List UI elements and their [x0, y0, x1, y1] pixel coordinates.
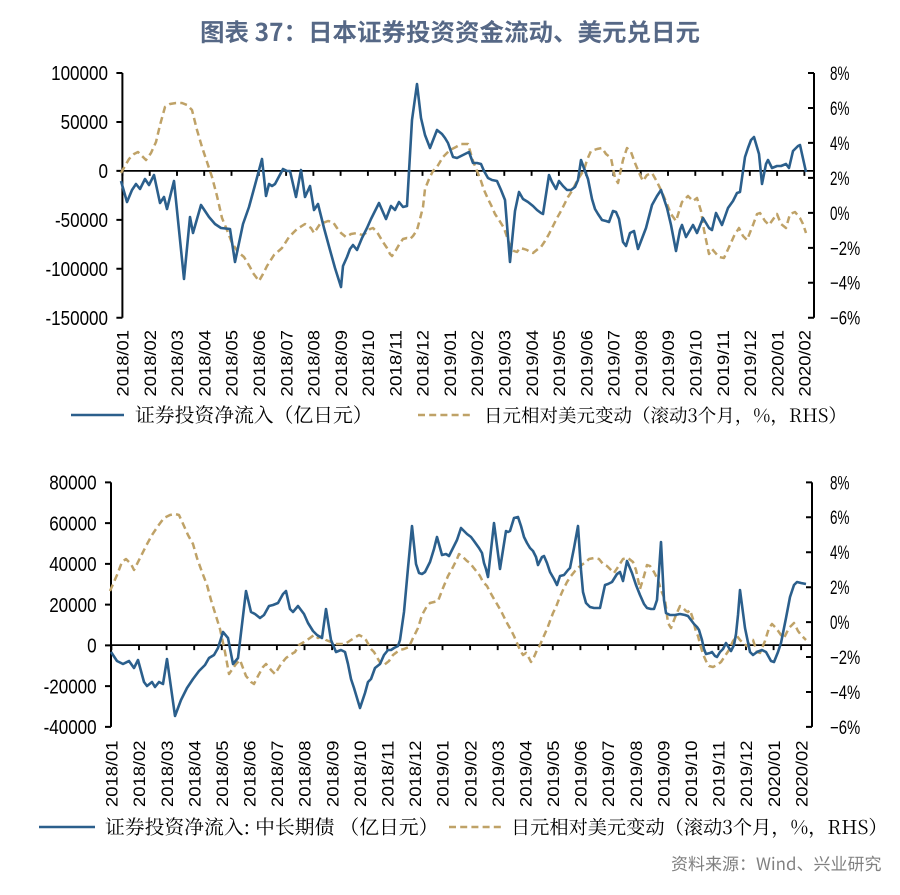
- svg-text:40000: 40000: [49, 554, 96, 576]
- svg-text:2019/05: 2019/05: [544, 741, 563, 808]
- svg-text:2019/03: 2019/03: [489, 741, 508, 808]
- svg-text:0: 0: [99, 161, 109, 183]
- svg-text:6%: 6%: [830, 99, 849, 120]
- svg-text:2018/08: 2018/08: [296, 741, 315, 808]
- svg-text:2019/08: 2019/08: [632, 330, 651, 397]
- svg-text:2019/04: 2019/04: [523, 330, 542, 397]
- svg-text:2018/12: 2018/12: [406, 741, 425, 808]
- svg-text:2018/03: 2018/03: [168, 330, 187, 397]
- svg-text:2019/05: 2019/05: [550, 330, 569, 397]
- svg-text:2020/02: 2020/02: [796, 330, 815, 397]
- svg-text:60000: 60000: [49, 513, 96, 535]
- svg-text:-20000: -20000: [44, 676, 97, 698]
- svg-text:2018/10: 2018/10: [359, 330, 378, 397]
- svg-text:0%: 0%: [830, 204, 849, 225]
- svg-text:-150000: -150000: [46, 308, 109, 330]
- svg-text:2019/04: 2019/04: [517, 741, 536, 808]
- svg-text:2018/09: 2018/09: [323, 741, 342, 808]
- svg-text:2018/07: 2018/07: [277, 330, 296, 397]
- svg-text:2018/04: 2018/04: [195, 330, 214, 397]
- svg-text:2018/04: 2018/04: [185, 741, 204, 808]
- svg-text:20000: 20000: [49, 595, 96, 617]
- svg-text:2018/01: 2018/01: [114, 330, 133, 397]
- svg-text:2018/12: 2018/12: [414, 330, 433, 397]
- svg-text:2019/08: 2019/08: [627, 741, 646, 808]
- svg-text:2018/02: 2018/02: [130, 741, 149, 808]
- svg-text:8%: 8%: [830, 64, 849, 85]
- svg-text:−2%: −2%: [830, 239, 860, 260]
- svg-text:2019/12: 2019/12: [741, 330, 760, 397]
- svg-text:2020/01: 2020/01: [768, 330, 787, 397]
- svg-text:2019/07: 2019/07: [599, 741, 618, 808]
- svg-text:2019/06: 2019/06: [572, 741, 591, 808]
- svg-text:2019/06: 2019/06: [577, 330, 596, 397]
- svg-text:−2%: −2%: [830, 648, 860, 669]
- svg-text:2018/05: 2018/05: [223, 330, 242, 397]
- svg-text:2019/11: 2019/11: [714, 330, 733, 397]
- svg-text:2019/01: 2019/01: [434, 741, 453, 808]
- svg-text:−6%: −6%: [830, 309, 860, 330]
- svg-text:−6%: −6%: [830, 718, 860, 739]
- svg-text:2018/05: 2018/05: [213, 741, 232, 808]
- svg-text:2018/06: 2018/06: [241, 741, 260, 808]
- svg-text:2019/03: 2019/03: [496, 330, 515, 397]
- svg-text:2019/02: 2019/02: [468, 330, 487, 397]
- svg-text:2018/02: 2018/02: [141, 330, 160, 397]
- svg-text:100000: 100000: [51, 63, 108, 85]
- svg-text:2019/10: 2019/10: [687, 330, 706, 397]
- svg-text:2018/11: 2018/11: [379, 741, 398, 808]
- svg-text:6%: 6%: [830, 508, 849, 529]
- svg-text:2018/08: 2018/08: [305, 330, 324, 397]
- svg-text:-100000: -100000: [46, 259, 109, 281]
- svg-text:0: 0: [87, 636, 97, 658]
- svg-text:8%: 8%: [830, 473, 849, 494]
- svg-text:2%: 2%: [830, 169, 849, 190]
- svg-text:-50000: -50000: [55, 210, 108, 232]
- svg-text:2019/11: 2019/11: [710, 741, 729, 808]
- svg-text:2019/01: 2019/01: [441, 330, 460, 397]
- svg-text:0%: 0%: [830, 613, 849, 634]
- svg-text:2018/06: 2018/06: [250, 330, 269, 397]
- svg-text:2019/02: 2019/02: [461, 741, 480, 808]
- svg-text:2020/02: 2020/02: [792, 741, 811, 808]
- svg-text:2019/09: 2019/09: [654, 741, 673, 808]
- svg-text:2018/09: 2018/09: [332, 330, 351, 397]
- svg-text:2018/10: 2018/10: [351, 741, 370, 808]
- svg-text:2020/01: 2020/01: [765, 741, 784, 808]
- svg-text:2018/01: 2018/01: [103, 741, 122, 808]
- svg-text:50000: 50000: [61, 112, 108, 134]
- svg-text:−4%: −4%: [830, 274, 860, 295]
- svg-text:2018/11: 2018/11: [386, 330, 405, 397]
- svg-text:4%: 4%: [830, 134, 849, 155]
- svg-text:2018/07: 2018/07: [268, 741, 287, 808]
- svg-text:2%: 2%: [830, 578, 849, 599]
- svg-text:-40000: -40000: [44, 717, 97, 739]
- svg-text:2019/10: 2019/10: [682, 741, 701, 808]
- svg-text:2019/09: 2019/09: [659, 330, 678, 397]
- svg-text:2018/03: 2018/03: [158, 741, 177, 808]
- svg-text:2019/07: 2019/07: [605, 330, 624, 397]
- svg-text:2019/12: 2019/12: [737, 741, 756, 808]
- svg-text:−4%: −4%: [830, 683, 860, 704]
- svg-text:80000: 80000: [49, 473, 96, 495]
- svg-text:4%: 4%: [830, 543, 849, 564]
